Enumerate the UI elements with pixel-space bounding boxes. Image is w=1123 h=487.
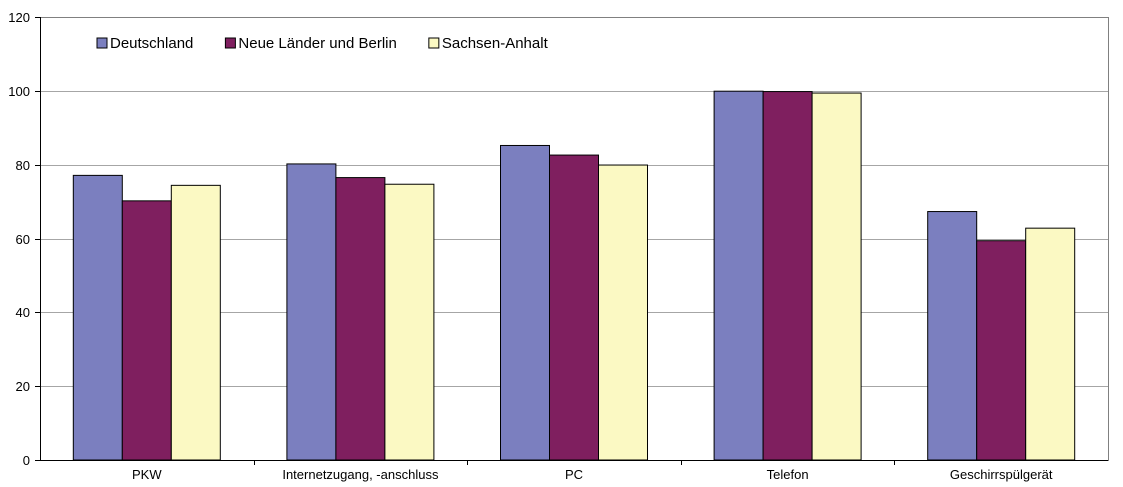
y-tick-label: 20: [16, 379, 30, 394]
y-tick-label: 80: [16, 158, 30, 173]
bar-3-3: [598, 164, 648, 461]
legend-swatch: [96, 37, 108, 49]
legend-label: Sachsen-Anhalt: [442, 35, 549, 52]
bar-2-1: [121, 200, 172, 461]
bar-1-5: [927, 211, 978, 461]
bar-1-3: [500, 144, 550, 461]
x-tick-label: PKW: [132, 467, 162, 482]
legend: Deutschland Neue Länder und Berlin Sachsen…: [96, 35, 549, 52]
bars: [72, 90, 1076, 461]
y-tick-label: 0: [23, 453, 30, 468]
legend-swatch: [428, 37, 440, 49]
bar-1-1: [72, 174, 123, 461]
y-tick-label: 40: [16, 305, 30, 320]
axes: [35, 17, 1109, 465]
bar-3-2: [384, 183, 435, 461]
bar-3-5: [1025, 227, 1076, 461]
bar-1-2: [286, 163, 337, 461]
y-tick-label: 60: [16, 232, 30, 247]
x-tick-label: Internetzugang, -anschluss: [282, 467, 439, 482]
legend-label: Deutschland: [110, 35, 193, 52]
legend-swatch: [224, 37, 236, 49]
bar-2-5: [976, 240, 1027, 461]
y-tick-label: 100: [8, 84, 30, 99]
bar-3-4: [811, 92, 862, 461]
legend-label: Neue Länder und Berlin: [238, 35, 396, 52]
bar-2-4: [762, 91, 813, 461]
bar-1-4: [713, 90, 764, 461]
x-tick-label: Telefon: [767, 467, 809, 482]
bar-2-2: [335, 177, 386, 461]
tick-labels: 0 20 40 60 80 100 120 PKW Internetzugang, -ansch…: [8, 10, 1053, 482]
x-tick-label: Geschirrspülgerät: [950, 467, 1053, 482]
x-tick-label: PC: [565, 467, 583, 482]
y-tick-label: 120: [8, 10, 30, 25]
bar-3-1: [170, 184, 221, 461]
bar-2-3: [549, 154, 599, 461]
